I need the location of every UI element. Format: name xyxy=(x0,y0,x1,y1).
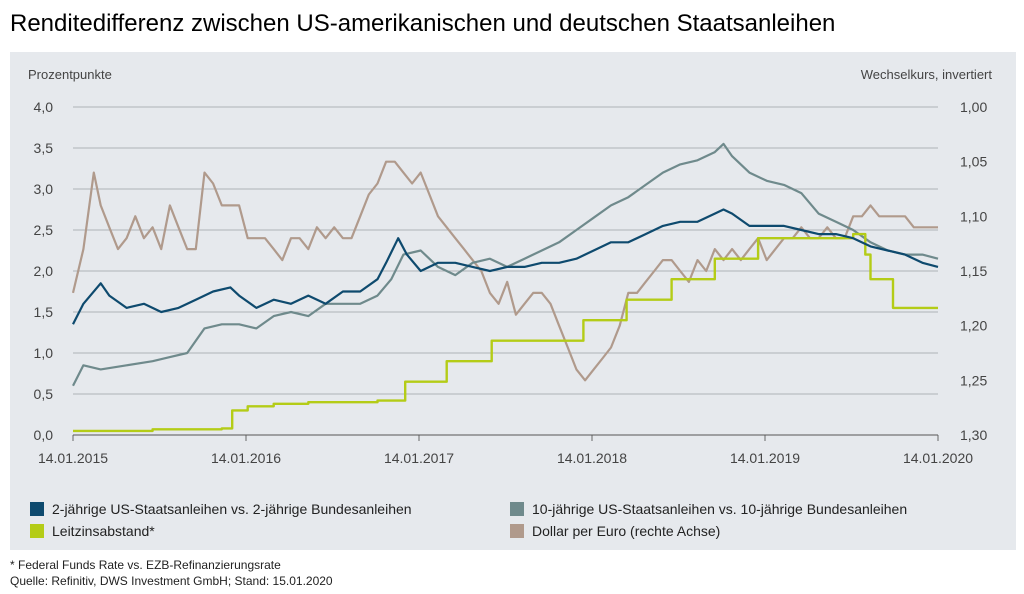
legend-label-leitzins: Leitzinsabstand* xyxy=(52,523,155,539)
x-tick-label: 14.01.2018 xyxy=(557,450,627,466)
legend-label-us2: 2-jährige US-Staatsanleihen vs. 2-jährig… xyxy=(52,501,412,517)
legend-swatch-us10 xyxy=(510,502,524,516)
y-tick-label: 0,5 xyxy=(34,386,54,402)
x-tick-label: 14.01.2015 xyxy=(38,450,108,466)
y-tick-label: 1,5 xyxy=(34,304,54,320)
x-tick-label: 14.01.2017 xyxy=(384,450,454,466)
y-tick-label: 3,5 xyxy=(34,140,54,156)
y-tick-label: 0,0 xyxy=(34,427,54,443)
y-axis-label: Prozentpunkte xyxy=(28,67,112,82)
series-layer xyxy=(71,142,939,433)
legend-item-usd: Dollar per Euro (rechte Achse) xyxy=(510,523,720,539)
legend-swatch-us2 xyxy=(30,502,44,516)
y2-axis-label: Wechselkurs, invertiert xyxy=(861,67,993,82)
y-tick-label: 2,5 xyxy=(34,222,54,238)
chart-area: 4,0 3,5 3,0 2,5 2,0 1,5 1,0 0,5 0,0 1,00 1,05 1,10 1… xyxy=(28,67,993,466)
series-line-us2 xyxy=(72,208,939,325)
chart-panel xyxy=(10,52,1016,492)
series-line-us10 xyxy=(72,142,939,387)
x-tick-label: 14.01.2019 xyxy=(730,450,800,466)
axes: 4,0 3,5 3,0 2,5 2,0 1,5 1,0 0,5 0,0 1,00 1,05 1,10 1… xyxy=(34,99,988,466)
y2-tick-label: 1,15 xyxy=(960,263,987,279)
series-line-leitzins xyxy=(73,232,938,433)
y2-tick-label: 1,05 xyxy=(960,154,987,170)
y2-tick-label: 1,10 xyxy=(960,208,987,224)
y-tick-label: 2,0 xyxy=(34,263,54,279)
legend-label-usd: Dollar per Euro (rechte Achse) xyxy=(532,523,721,539)
x-tick-label: 14.01.2020 xyxy=(903,450,973,466)
source-note: Quelle: Refinitiv, DWS Investment GmbH; … xyxy=(10,574,333,588)
y2-tick-label: 1,20 xyxy=(960,318,987,334)
legend-item-leitzins: Leitzinsabstand* xyxy=(30,523,155,539)
y2-tick-label: 1,00 xyxy=(960,99,987,115)
legend-swatch-leitzins xyxy=(30,524,44,538)
footnote: * Federal Funds Rate vs. EZB-Refinanzier… xyxy=(10,558,281,572)
gridlines xyxy=(73,106,938,436)
y2-tick-label: 1,30 xyxy=(960,427,987,443)
legend: 2-jährige US-Staatsanleihen vs. 2-jährig… xyxy=(10,492,1016,550)
y-tick-label: 4,0 xyxy=(34,99,54,115)
y-tick-label: 1,0 xyxy=(34,345,54,361)
legend-swatch-usd xyxy=(510,524,524,538)
x-tick-label: 14.01.2016 xyxy=(211,450,281,466)
legend-item-us10: 10-jährige US-Staatsanleihen vs. 10-jähr… xyxy=(510,501,907,517)
y-tick-label: 3,0 xyxy=(34,181,54,197)
chart-title: Renditedifferenz zwischen US-amerikanisc… xyxy=(10,10,836,37)
legend-item-us2: 2-jährige US-Staatsanleihen vs. 2-jährig… xyxy=(30,501,412,517)
y2-tick-label: 1,25 xyxy=(960,372,987,388)
legend-label-us10: 10-jährige US-Staatsanleihen vs. 10-jähr… xyxy=(532,501,908,517)
